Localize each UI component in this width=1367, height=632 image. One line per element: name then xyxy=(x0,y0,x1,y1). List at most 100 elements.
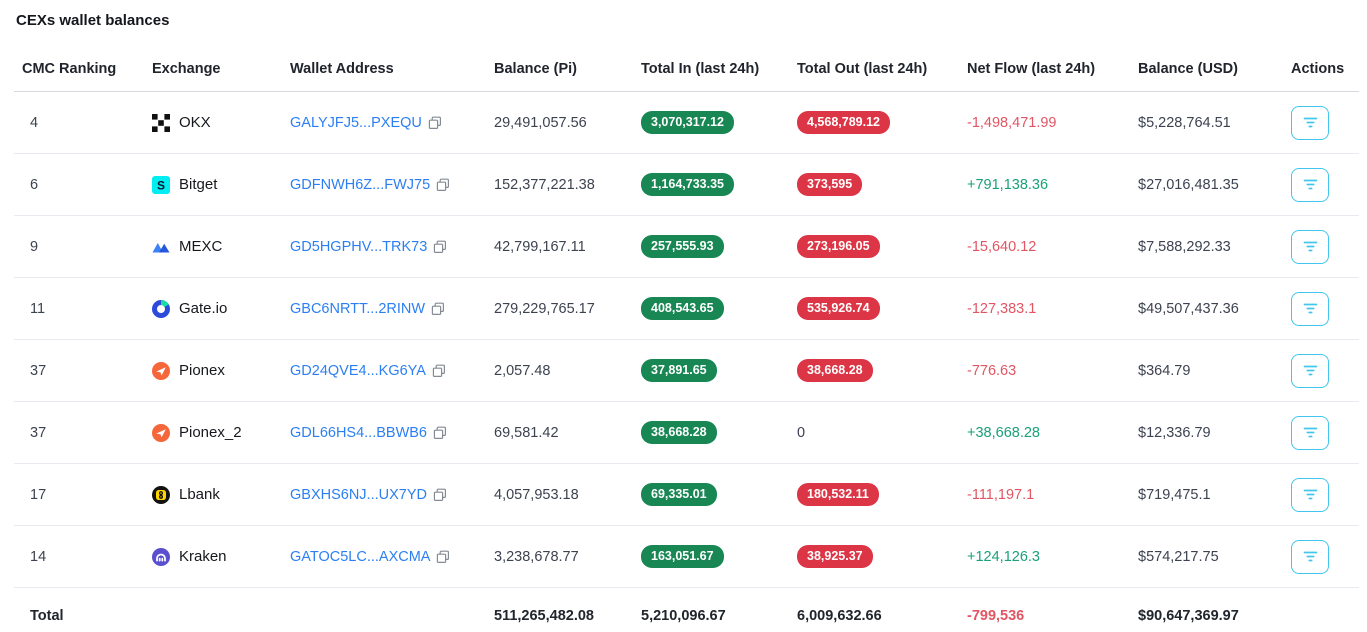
total-in-badge: 163,051.67 xyxy=(641,545,724,568)
total-out-badge: 535,926.74 xyxy=(797,297,880,320)
total-in-cell: 257,555.93 xyxy=(633,215,789,278)
col-header-balance-pi: Balance (Pi) xyxy=(486,53,633,92)
copy-icon[interactable] xyxy=(433,488,447,502)
wallet-address-cell: GD24QVE4...KG6YA xyxy=(282,339,486,402)
copy-icon[interactable] xyxy=(433,240,447,254)
filter-action-button[interactable] xyxy=(1291,167,1329,202)
copy-icon[interactable] xyxy=(436,178,450,192)
copy-icon[interactable] xyxy=(436,550,450,564)
total-out-cell: 373,595 xyxy=(789,153,959,216)
net-flow-cell: -111,197.1 xyxy=(959,463,1130,526)
wallet-address-link[interactable]: GBC6NRTT...2RINW xyxy=(290,300,426,317)
bitget-icon: S xyxy=(152,175,170,194)
table-row: 11 Gate.io GBC6NRTT...2RINW 279,229,765.… xyxy=(14,277,1359,340)
balance-pi-cell: 279,229,765.17 xyxy=(486,277,633,340)
copy-icon[interactable] xyxy=(428,116,442,130)
actions-cell xyxy=(1283,277,1359,340)
total-in-badge: 1,164,733.35 xyxy=(641,173,734,196)
header-row: CMC Ranking Exchange Wallet Address Bala… xyxy=(14,53,1359,92)
total-out-cell: 38,668.28 xyxy=(789,339,959,402)
total-in-badge: 3,070,317.12 xyxy=(641,111,734,134)
filter-action-button[interactable] xyxy=(1291,353,1329,388)
filter-icon xyxy=(1303,179,1317,190)
total-row: Total 511,265,482.08 5,210,096.67 6,009,… xyxy=(14,588,1359,632)
net-flow-cell: -15,640.12 xyxy=(959,215,1130,278)
wallet-address-link[interactable]: GD5HGPHV...TRK73 xyxy=(290,238,428,255)
wallet-address-cell: GBC6NRTT...2RINW xyxy=(282,277,486,340)
exchange-name: Pionex xyxy=(179,362,225,379)
balance-usd-cell: $49,507,437.36 xyxy=(1130,277,1283,340)
table-row: 37 Pionex GD24QVE4...KG6YA 2,057.48 37,8… xyxy=(14,339,1359,402)
filter-icon xyxy=(1303,241,1317,252)
cmc-ranking-cell: 9 xyxy=(14,215,144,278)
wallet-address-cell: GATOC5LC...AXCMA xyxy=(282,525,486,588)
total-label: Total xyxy=(30,608,64,624)
cmc-ranking-cell: 37 xyxy=(14,339,144,402)
exchange-cell: OKX xyxy=(144,91,282,154)
balance-pi-cell: 42,799,167.11 xyxy=(486,215,633,278)
net-flow-cell: -776.63 xyxy=(959,339,1130,402)
copy-icon[interactable] xyxy=(432,364,446,378)
wallet-address-link[interactable]: GATOC5LC...AXCMA xyxy=(290,548,431,565)
filter-action-button[interactable] xyxy=(1291,415,1329,450)
page-title: CEXs wallet balances xyxy=(16,12,170,29)
exchange-cell: Pionex xyxy=(144,339,282,402)
net-flow-cell: -1,498,471.99 xyxy=(959,91,1130,154)
total-out-cell: 180,532.11 xyxy=(789,463,959,526)
balance-usd-cell: $574,217.75 xyxy=(1130,525,1283,588)
filter-action-button[interactable] xyxy=(1291,477,1329,512)
filter-action-button[interactable] xyxy=(1291,105,1329,140)
balance-pi-cell: 69,581.42 xyxy=(486,401,633,464)
filter-icon xyxy=(1303,427,1317,438)
wallet-address-link[interactable]: GDL66HS4...BBWB6 xyxy=(290,424,427,441)
exchange-name: Kraken xyxy=(179,548,227,565)
exchange-cell: S Bitget xyxy=(144,153,282,216)
total-out-badge: 373,595 xyxy=(797,173,863,196)
wallet-address-link[interactable]: GDFNWH6Z...FWJ75 xyxy=(290,176,431,193)
exchange-name: Pionex_2 xyxy=(179,424,242,441)
exchange-name: Bitget xyxy=(179,176,218,193)
actions-cell xyxy=(1283,153,1359,216)
table-row: 17 Lbank GBXHS6NJ...UX7YD 4,057,953.18 6… xyxy=(14,463,1359,526)
actions-cell xyxy=(1283,525,1359,588)
exchange-name: Gate.io xyxy=(179,300,228,317)
okx-icon xyxy=(152,113,170,132)
balance-usd-cell: $719,475.1 xyxy=(1130,463,1283,526)
cmc-ranking-cell: 11 xyxy=(14,277,144,340)
net-flow-cell: +124,126.3 xyxy=(959,525,1130,588)
kraken-icon xyxy=(152,547,170,566)
pionex-icon xyxy=(152,361,170,380)
total-out-badge: 38,668.28 xyxy=(797,359,873,382)
copy-icon[interactable] xyxy=(431,302,445,316)
wallet-address-link[interactable]: GBXHS6NJ...UX7YD xyxy=(290,486,427,503)
cmc-ranking-cell: 4 xyxy=(14,91,144,154)
net-flow-cell: +38,668.28 xyxy=(959,401,1130,464)
svg-text:S: S xyxy=(157,178,165,192)
exchange-name: OKX xyxy=(179,114,211,131)
filter-action-button[interactable] xyxy=(1291,539,1329,574)
table-row: 14 Kraken GATOC5LC...AXCMA 3,238,678.77 … xyxy=(14,525,1359,588)
lbank-icon xyxy=(152,485,170,504)
total-in-cell: 408,543.65 xyxy=(633,277,789,340)
col-header-total-out: Total Out (last 24h) xyxy=(789,53,959,92)
total-out-badge: 180,532.11 xyxy=(797,483,879,506)
copy-icon[interactable] xyxy=(433,426,447,440)
total-in-cell: 37,891.65 xyxy=(633,339,789,402)
wallet-address-link[interactable]: GD24QVE4...KG6YA xyxy=(290,362,426,379)
cmc-ranking-cell: 17 xyxy=(14,463,144,526)
filter-action-button[interactable] xyxy=(1291,291,1329,326)
filter-action-button[interactable] xyxy=(1291,229,1329,264)
wallet-address-link[interactable]: GALYJFJ5...PXEQU xyxy=(290,114,422,131)
cmc-ranking-cell: 6 xyxy=(14,153,144,216)
total-in-badge: 37,891.65 xyxy=(641,359,717,382)
cmc-ranking-cell: 37 xyxy=(14,401,144,464)
total-in-cell: 1,164,733.35 xyxy=(633,153,789,216)
balance-pi-cell: 2,057.48 xyxy=(486,339,633,402)
total-in-badge: 257,555.93 xyxy=(641,235,724,258)
total-in-cell: 38,668.28 xyxy=(633,401,789,464)
table-row: 4 OKX GALYJFJ5...PXEQU 29,491,057.56 3,0… xyxy=(14,91,1359,154)
total-out-sum: 6,009,632.66 xyxy=(797,608,882,624)
actions-cell xyxy=(1283,463,1359,526)
total-out-badge: 4,568,789.12 xyxy=(797,111,890,134)
